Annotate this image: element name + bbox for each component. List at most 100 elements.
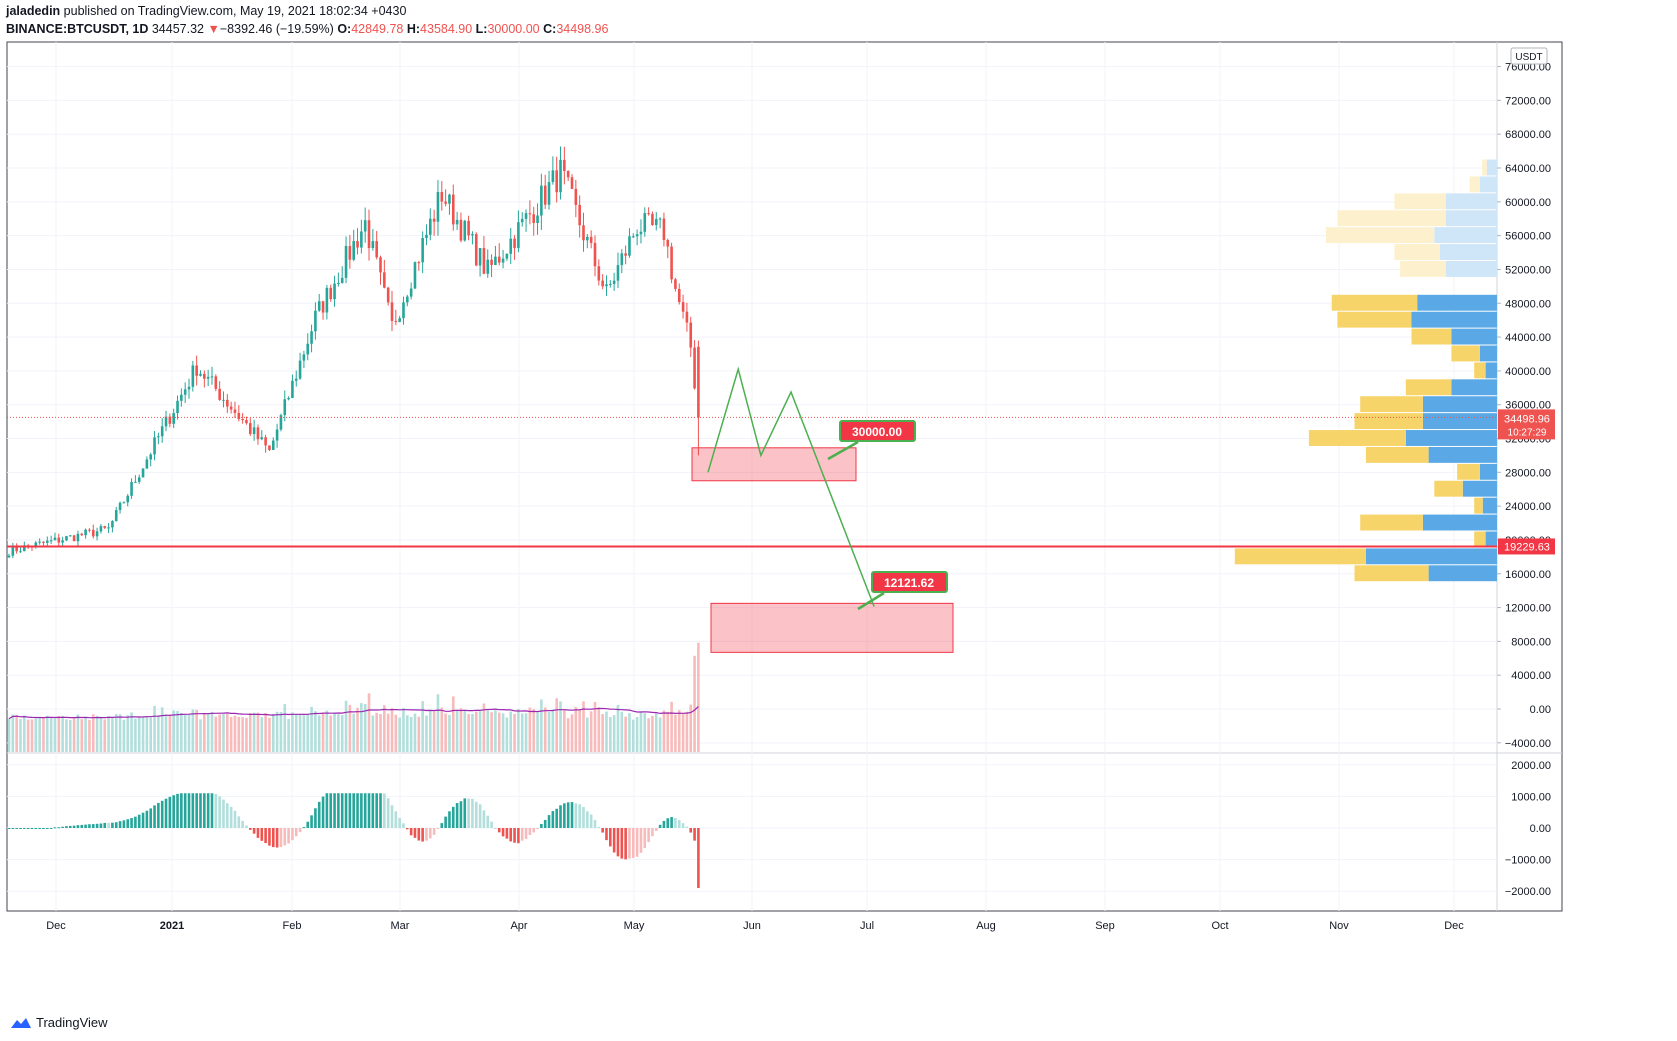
volume-bar <box>160 707 164 752</box>
x-axis-label: Jul <box>860 920 874 932</box>
candle-body <box>674 279 677 289</box>
candle-body <box>620 253 624 266</box>
oscillator-bar <box>409 828 413 836</box>
volume-bar <box>306 714 310 752</box>
candle-body <box>490 259 493 265</box>
oscillator-bar <box>478 804 482 828</box>
support-price-badge <box>1498 538 1555 555</box>
candle-body <box>88 529 91 531</box>
candle-body <box>172 413 175 424</box>
oscillator-bar <box>57 827 61 829</box>
volume-bar <box>429 710 432 752</box>
oscillator-bar <box>111 822 114 828</box>
oscillator-bar <box>15 828 18 829</box>
support-price-badge-value: 19229.63 <box>1504 541 1550 553</box>
candle-body <box>19 551 22 553</box>
volume-bar <box>574 707 578 752</box>
candle-body <box>647 213 650 215</box>
candle-body <box>149 454 153 460</box>
volume-bar <box>451 696 455 752</box>
annotation-box <box>871 571 948 593</box>
volume-bar <box>517 708 520 752</box>
oscillator-bar <box>371 793 375 828</box>
candle-body <box>76 533 80 542</box>
volume-bar <box>340 715 344 752</box>
volume-bar <box>348 704 352 752</box>
x-axis-label: Aug <box>976 920 996 932</box>
volume-bar <box>180 712 183 752</box>
volume-bar <box>118 714 122 752</box>
candle-body <box>582 225 585 241</box>
author-name[interactable]: jaladedin <box>6 4 61 18</box>
oscillator-bar <box>34 828 38 829</box>
candle-body <box>593 242 597 267</box>
oscillator-bar <box>697 828 700 889</box>
volume-bar <box>639 711 643 752</box>
oscillator-bar <box>363 793 367 828</box>
candle-body <box>137 477 141 482</box>
oscillator-bar <box>30 828 34 829</box>
volume-profile-down <box>1451 379 1497 396</box>
candle-body <box>586 236 589 241</box>
volume-profile-up <box>1360 514 1423 531</box>
volume-profile-up <box>1308 430 1406 446</box>
oscillator-bar <box>26 828 30 829</box>
volume-bar <box>141 717 145 752</box>
candle-body <box>536 215 539 223</box>
candle-body <box>314 310 317 332</box>
candle-body <box>482 248 486 274</box>
volume-bar <box>543 707 547 752</box>
oscillator-bar <box>195 793 198 828</box>
volume-bar <box>540 699 543 752</box>
tradingview-footer[interactable]: TradingView <box>10 1015 108 1030</box>
oscillator-bar <box>271 828 275 848</box>
oscillator-bar <box>256 828 260 838</box>
volume-bar <box>287 719 290 752</box>
volume-bar <box>605 711 608 752</box>
oscillator-bar <box>137 814 141 828</box>
volume-bar <box>252 712 256 752</box>
volume-bar <box>597 707 601 752</box>
volume-bar <box>91 714 95 752</box>
volume-bar <box>317 715 321 752</box>
oscillator-bar <box>287 828 290 844</box>
candle-body <box>279 415 283 430</box>
volume-profile-down <box>1428 565 1497 582</box>
volume-bar <box>65 719 68 752</box>
oscillator-bar <box>685 826 689 828</box>
oscillator-bar <box>103 822 107 828</box>
candle-body <box>271 440 275 450</box>
projection-path <box>707 366 875 607</box>
candle-body <box>252 427 256 435</box>
candle-body <box>275 429 279 441</box>
publish-info: jaladedin published on TradingView.com, … <box>6 4 406 18</box>
oscillator-bar <box>168 796 172 828</box>
candle-body <box>520 218 524 223</box>
candle-body <box>601 280 604 287</box>
oscillator-bar <box>486 815 490 828</box>
oscillator-bar <box>95 823 99 828</box>
candle-body <box>631 236 635 238</box>
volume-bar <box>237 716 241 752</box>
volume-profile-up <box>1394 244 1440 260</box>
x-axis-label: Sep <box>1095 920 1115 932</box>
oscillator-bar <box>524 828 528 839</box>
volume-profile-up <box>1457 463 1480 480</box>
volume-bar <box>57 716 61 752</box>
candle-body <box>444 201 447 204</box>
volume-bar <box>222 713 225 752</box>
volume-bar <box>111 717 114 752</box>
oscillator-bar <box>394 811 398 828</box>
volume-bar <box>681 714 685 752</box>
oscillator-bar <box>49 828 53 829</box>
oscillator-bar <box>145 810 149 828</box>
oscillator-bar <box>153 805 156 828</box>
oscillator-bar <box>172 795 175 828</box>
volume-bar <box>199 719 202 752</box>
oscillator-bar <box>306 821 310 828</box>
candle-body <box>406 296 409 303</box>
volume-bar <box>662 710 666 752</box>
oscillator-bar <box>302 827 306 829</box>
candle-body <box>505 253 509 259</box>
